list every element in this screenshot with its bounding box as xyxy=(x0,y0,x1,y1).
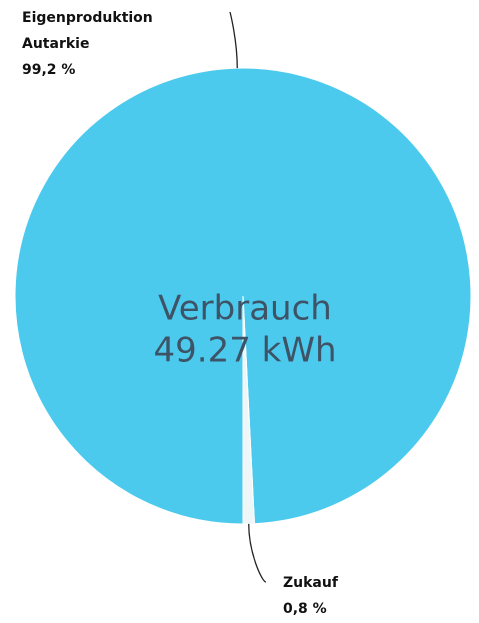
leader-line xyxy=(248,523,267,583)
slice-label: Eigenproduktion Autarkie xyxy=(22,10,153,52)
center-title: Verbrauch xyxy=(158,289,332,329)
slice-value-label: 0,8 % xyxy=(283,601,327,617)
slice-label: Zukauf xyxy=(283,575,339,591)
slice-value-label: 99,2 % xyxy=(22,62,75,78)
leader-line xyxy=(229,11,238,69)
pie xyxy=(14,67,472,525)
center-value: 49.27 kWh xyxy=(154,331,337,371)
